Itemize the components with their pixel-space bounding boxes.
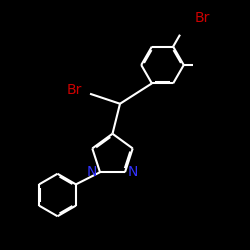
Text: N: N <box>128 165 138 179</box>
Text: Br: Br <box>195 10 210 24</box>
Text: Br: Br <box>67 83 82 97</box>
Text: N: N <box>87 165 97 179</box>
